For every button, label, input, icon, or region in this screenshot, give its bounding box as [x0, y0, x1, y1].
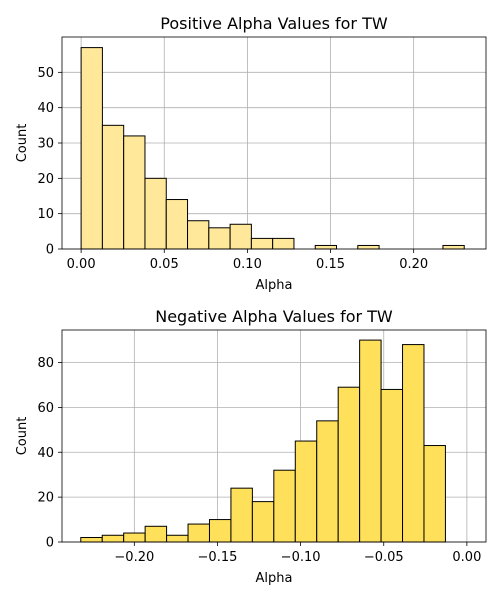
y-tick-label: 60: [37, 401, 54, 416]
histogram-bar: [272, 237, 295, 250]
histogram-bar: [208, 519, 232, 543]
histogram-bar: [80, 537, 103, 543]
axes-frame: [61, 329, 487, 543]
histogram-bar: [229, 223, 252, 250]
x-tick-label: −0.20: [114, 550, 154, 565]
y-tick-label: 20: [37, 172, 54, 187]
y-tick-label: 0: [46, 243, 54, 258]
x-tick-label: 0.00: [67, 257, 96, 272]
histogram-bar: [165, 199, 189, 250]
x-tick-label: 0.20: [399, 257, 428, 272]
histogram-bar: [337, 386, 361, 543]
x-tick-label: 0.10: [233, 257, 262, 272]
x-tick-label: −0.05: [364, 550, 404, 565]
chart-title: Positive Alpha Values for TW: [160, 14, 388, 33]
y-tick-label: 40: [37, 101, 54, 116]
histogram-bar: [208, 227, 231, 250]
histogram-bar: [166, 534, 189, 543]
x-tick-label: 0.00: [452, 550, 481, 565]
histogram-bar: [251, 501, 275, 543]
histogram-bar: [380, 388, 404, 543]
histogram-bar: [187, 220, 210, 250]
y-axis-label: Count: [15, 124, 30, 163]
histogram-bar: [187, 523, 210, 543]
y-tick-label: 0: [46, 536, 54, 551]
y-tick-label: 20: [37, 491, 54, 506]
histogram-bar: [357, 244, 380, 250]
histogram-bar: [314, 244, 338, 250]
y-tick-label: 80: [37, 356, 54, 371]
histogram-bar: [123, 135, 146, 250]
x-axis-label: Alpha: [256, 571, 293, 586]
y-tick-label: 30: [37, 137, 54, 152]
y-axis-label: Count: [15, 417, 30, 456]
histogram-bar: [123, 532, 146, 543]
x-tick-label: 0.05: [150, 257, 179, 272]
chart-title: Negative Alpha Values for TW: [155, 307, 393, 326]
histogram-bar: [359, 339, 382, 543]
histogram-bar: [294, 440, 318, 543]
y-tick-label: 10: [37, 207, 54, 222]
histogram-bar: [101, 124, 125, 250]
positive-alpha-panel: 0.00 0.05 0.10 0.15 0.20 0 10 20 30 40 50 Positive …: [15, 14, 487, 293]
negative-alpha-panel: −0.20 −0.15 −0.10 −0.05 0.00 0 20 40 60 80 Negativ…: [15, 307, 487, 586]
x-tick-label: 0.15: [316, 257, 345, 272]
x-tick-label: −0.15: [198, 550, 238, 565]
histogram-bar: [230, 487, 253, 543]
histogram-bar: [144, 177, 167, 250]
y-tick-label: 40: [37, 446, 54, 461]
y-tick-label: 50: [37, 66, 54, 81]
x-axis-label: Alpha: [256, 278, 293, 293]
histogram-bar: [144, 525, 168, 543]
histogram-bar: [316, 420, 339, 543]
histogram-bar: [423, 445, 446, 543]
histogram-bar: [101, 534, 125, 543]
histogram-bar: [402, 344, 425, 543]
histogram-bar: [250, 237, 274, 250]
histogram-bar: [80, 47, 103, 250]
x-tick-label: −0.10: [281, 550, 321, 565]
histogram-bar: [273, 469, 296, 543]
histogram-bar: [442, 244, 465, 250]
